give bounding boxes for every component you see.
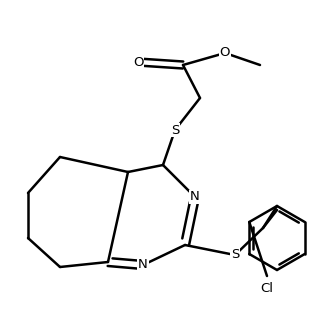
Text: S: S <box>231 248 239 261</box>
Text: S: S <box>171 124 179 137</box>
Text: O: O <box>220 46 230 60</box>
Text: N: N <box>138 259 148 271</box>
Text: N: N <box>190 191 200 203</box>
Text: O: O <box>133 56 143 69</box>
Text: Cl: Cl <box>260 281 274 295</box>
